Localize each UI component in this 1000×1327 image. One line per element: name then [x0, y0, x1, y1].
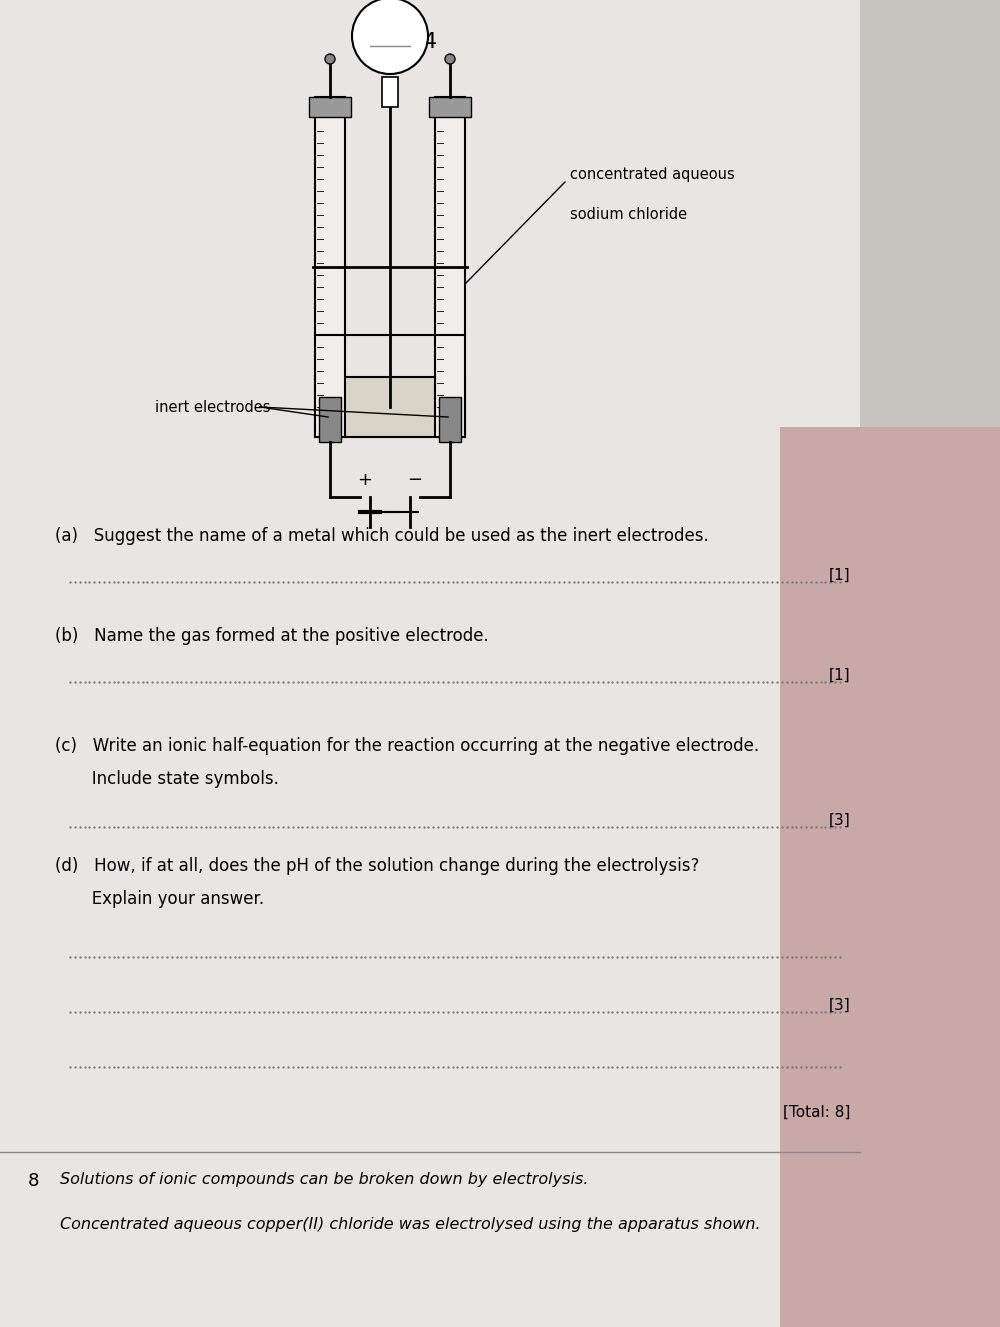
Circle shape	[445, 54, 455, 64]
Text: 4: 4	[423, 32, 437, 52]
Text: [Total: 8]: [Total: 8]	[783, 1104, 850, 1120]
Text: Explain your answer.: Explain your answer.	[55, 890, 264, 908]
Text: [3]: [3]	[828, 998, 850, 1013]
Text: concentrated aqueous: concentrated aqueous	[570, 167, 735, 182]
Text: inert electrodes: inert electrodes	[155, 399, 270, 414]
Text: [1]: [1]	[828, 667, 850, 682]
Bar	[429, 97, 471, 117]
Text: (d)   How, if at all, does the pH of the solution change during the electrolysis: (d) How, if at all, does the pH of the s…	[55, 857, 699, 874]
Bar	[439, 397, 461, 442]
Text: +: +	[358, 471, 372, 490]
Text: Include state symbols.: Include state symbols.	[55, 770, 279, 788]
Text: sodium chloride: sodium chloride	[570, 207, 687, 222]
Text: [3]: [3]	[828, 812, 850, 828]
Bar	[315, 377, 465, 437]
Text: (b)   Name the gas formed at the positive electrode.: (b) Name the gas formed at the positive …	[55, 626, 489, 645]
Text: Solutions of ionic compounds can be broken down by electrolysis.: Solutions of ionic compounds can be brok…	[60, 1172, 588, 1186]
Text: 8: 8	[28, 1172, 39, 1190]
Bar	[382, 77, 398, 107]
Bar	[780, 427, 1000, 1327]
Circle shape	[352, 0, 428, 74]
Text: −: −	[407, 471, 423, 490]
Text: (c)   Write an ionic half-equation for the reaction occurring at the negative el: (c) Write an ionic half-equation for the…	[55, 736, 759, 755]
Text: Concentrated aqueous copper(II) chloride was electrolysed using the apparatus sh: Concentrated aqueous copper(II) chloride…	[60, 1217, 761, 1231]
Circle shape	[325, 54, 335, 64]
Bar	[0, 0, 860, 1327]
Bar	[435, 97, 465, 437]
Text: [1]: [1]	[828, 568, 850, 583]
Text: (a)   Suggest the name of a metal which could be used as the inert electrodes.: (a) Suggest the name of a metal which co…	[55, 527, 709, 545]
Bar	[315, 97, 345, 437]
Bar	[309, 97, 351, 117]
Bar	[319, 397, 341, 442]
